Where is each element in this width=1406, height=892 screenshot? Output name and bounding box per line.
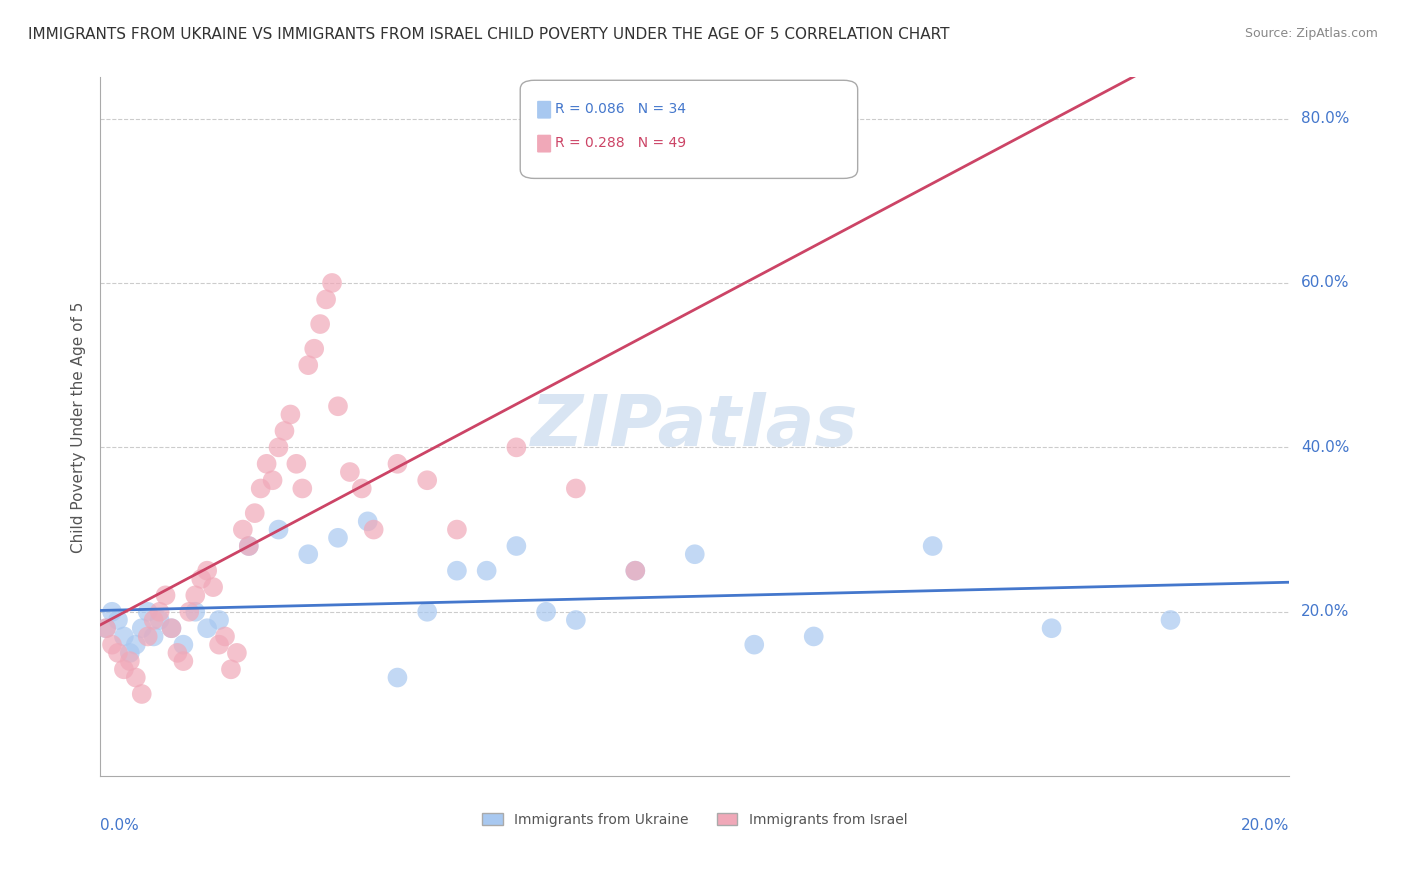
Point (149, 613, 172, 627)
Point (249, 482, 271, 496)
Point (683, 547, 706, 561)
Point (94, 621, 117, 635)
Point (297, 547, 319, 561)
Text: IMMIGRANTS FROM UKRAINE VS IMMIGRANTS FROM ISRAEL CHILD POVERTY UNDER THE AGE OF: IMMIGRANTS FROM UKRAINE VS IMMIGRANTS FR… (28, 27, 949, 42)
Point (232, 523, 254, 537)
Point (326, 399, 349, 413)
Point (921, 539, 943, 553)
Point (172, 638, 194, 652)
Point (214, 629, 236, 643)
Point (803, 629, 825, 643)
Point (321, 276, 343, 290)
Point (136, 629, 159, 643)
Point (297, 358, 319, 372)
Point (112, 629, 135, 643)
Point (416, 473, 439, 487)
Point (363, 523, 385, 537)
Point (125, 638, 148, 652)
Point (142, 613, 165, 627)
Point (446, 523, 468, 537)
Point (357, 514, 380, 528)
Point (184, 605, 207, 619)
Point (195, 564, 218, 578)
Point (131, 621, 153, 635)
Point (624, 564, 647, 578)
Point (387, 457, 409, 471)
Text: Source: ZipAtlas.com: Source: ZipAtlas.com (1244, 27, 1378, 40)
Text: ZIPatlas: ZIPatlas (531, 392, 859, 461)
Point (565, 613, 588, 627)
Text: R = 0.086   N = 34: R = 0.086 N = 34 (555, 102, 686, 116)
Point (160, 621, 183, 635)
Point (267, 441, 290, 455)
Point (202, 580, 225, 594)
Point (256, 457, 278, 471)
Point (149, 605, 172, 619)
Point (350, 482, 373, 496)
Point (125, 671, 148, 685)
Point (505, 539, 527, 553)
Text: 20.0%: 20.0% (1241, 818, 1289, 833)
Point (315, 293, 337, 307)
Point (387, 671, 409, 685)
Legend: Immigrants from Ukraine, Immigrants from Israel: Immigrants from Ukraine, Immigrants from… (477, 807, 912, 832)
Point (446, 564, 468, 578)
Point (107, 613, 129, 627)
Point (280, 408, 302, 422)
Point (160, 621, 183, 635)
Point (195, 621, 218, 635)
Point (273, 424, 295, 438)
Text: 40.0%: 40.0% (1302, 440, 1350, 455)
Text: R = 0.288   N = 49: R = 0.288 N = 49 (555, 136, 686, 150)
Point (742, 638, 765, 652)
Point (142, 629, 165, 643)
Point (285, 457, 308, 471)
Point (118, 646, 141, 660)
Point (131, 687, 153, 701)
Point (112, 662, 135, 676)
Point (534, 605, 557, 619)
Text: 20.0%: 20.0% (1302, 604, 1350, 619)
Point (262, 473, 284, 487)
Point (190, 572, 212, 586)
Text: 80.0%: 80.0% (1302, 111, 1350, 126)
Point (339, 465, 361, 479)
Point (243, 506, 266, 520)
Point (172, 654, 194, 668)
Point (565, 482, 588, 496)
Point (101, 638, 124, 652)
Point (184, 588, 207, 602)
Point (1159, 613, 1181, 627)
Point (326, 531, 349, 545)
Point (166, 646, 188, 660)
Point (624, 564, 647, 578)
Point (219, 662, 242, 676)
Y-axis label: Child Poverty Under the Age of 5: Child Poverty Under the Age of 5 (72, 301, 86, 552)
Point (267, 523, 290, 537)
Point (475, 564, 498, 578)
Point (101, 605, 124, 619)
Point (208, 638, 231, 652)
Point (107, 646, 129, 660)
Point (238, 539, 260, 553)
Point (225, 646, 247, 660)
Point (291, 482, 314, 496)
Point (118, 654, 141, 668)
Point (309, 317, 332, 331)
Point (136, 605, 159, 619)
Point (1040, 621, 1063, 635)
Point (505, 441, 527, 455)
Text: 0.0%: 0.0% (100, 818, 139, 833)
Point (94, 621, 117, 635)
Point (179, 605, 201, 619)
Point (302, 342, 325, 356)
Point (238, 539, 260, 553)
Point (155, 588, 177, 602)
Point (416, 605, 439, 619)
Point (208, 613, 231, 627)
Text: 60.0%: 60.0% (1302, 276, 1350, 291)
